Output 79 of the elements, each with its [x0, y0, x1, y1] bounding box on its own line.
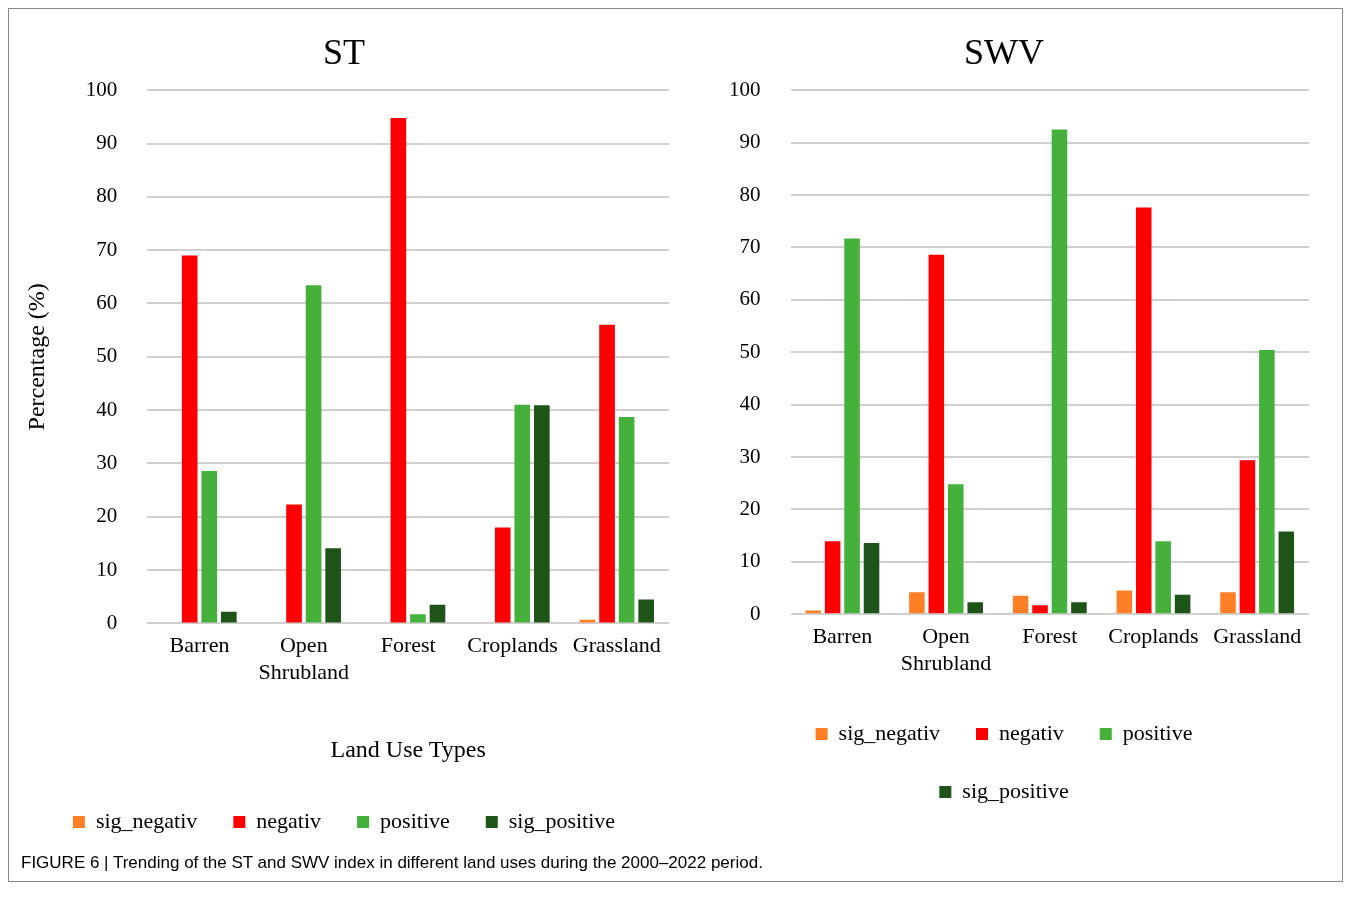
y-tick-label: 90 — [96, 130, 118, 155]
x-tick-label: Croplands — [1108, 623, 1199, 649]
bar — [1051, 129, 1068, 614]
bar — [1071, 602, 1087, 614]
y-tick-label: 70 — [739, 233, 761, 258]
bar — [967, 602, 983, 614]
y-tick-label: 20 — [739, 495, 761, 520]
y-tick-label: 30 — [739, 443, 761, 468]
bar — [1259, 350, 1275, 614]
x-tick-label: Open Shrubland — [258, 632, 350, 684]
bar — [909, 592, 925, 614]
y-tick-label: 10 — [96, 556, 118, 581]
bar — [1174, 594, 1191, 614]
bar — [181, 255, 198, 623]
bar — [1032, 605, 1048, 614]
bar — [201, 470, 218, 623]
bar — [286, 504, 302, 623]
bar — [1239, 460, 1256, 614]
bar — [429, 604, 446, 623]
x-tick-label: Open Shrubland — [900, 623, 992, 675]
bar — [325, 548, 341, 623]
bar — [1012, 595, 1029, 614]
x-tick-label: Barren — [169, 632, 230, 658]
y-tick-label: 80 — [739, 181, 761, 206]
y-tick-label: 40 — [739, 391, 761, 416]
y-tick-label: 40 — [96, 396, 118, 421]
bar — [863, 542, 880, 614]
bar — [534, 405, 550, 623]
legend-label: negativ — [256, 807, 322, 833]
x-tick-label: Croplands — [467, 632, 558, 658]
y-tick-label: 50 — [739, 338, 761, 363]
caption: FIGURE 6 | Trending of the ST and SWV index in different land uses during the 2000–2022 period. — [20, 853, 764, 874]
y-tick-label: 30 — [96, 449, 118, 474]
x-tick-label: Grassland — [1213, 623, 1302, 649]
bar — [618, 417, 635, 623]
bar — [824, 541, 841, 614]
x-tick-label: Forest — [380, 632, 436, 658]
chart-title: SWV — [964, 32, 1044, 73]
bar — [514, 404, 531, 623]
bar — [947, 484, 964, 614]
y-axis-title: Percentage (%) — [22, 283, 49, 431]
y-tick-label: 10 — [739, 548, 761, 573]
y-tick-label: 100 — [85, 76, 118, 101]
bar — [1155, 541, 1171, 614]
bar — [1135, 207, 1152, 614]
chart-title: ST — [322, 32, 366, 73]
bar — [390, 117, 407, 623]
legend-label: sig_negativ — [838, 719, 941, 745]
x-axis-title: Land Use Types — [330, 735, 486, 762]
legend-label: sig_negativ — [95, 807, 198, 833]
bar — [1116, 590, 1133, 614]
y-tick-label: 20 — [96, 503, 118, 528]
bar — [494, 527, 511, 623]
bar — [638, 599, 654, 623]
x-tick-label: Forest — [1022, 623, 1078, 649]
y-tick-label: 0 — [750, 600, 761, 625]
x-tick-label: Grassland — [572, 632, 661, 658]
legend-label: sig_positive — [962, 777, 1069, 803]
y-tick-label: 70 — [96, 236, 118, 261]
legend-label: positive — [1122, 719, 1193, 745]
bar — [1220, 592, 1236, 614]
y-tick-label: 90 — [739, 129, 761, 154]
y-tick-label: 0 — [106, 609, 118, 634]
legend-label: positive — [380, 807, 450, 833]
y-tick-label: 50 — [96, 343, 118, 368]
y-tick-label: 60 — [96, 290, 118, 314]
bar — [1278, 531, 1295, 614]
bar — [844, 238, 860, 614]
bar — [410, 614, 426, 623]
legend-label: negativ — [999, 719, 1064, 745]
y-tick-label: 60 — [739, 286, 761, 311]
bar — [220, 611, 237, 623]
y-tick-label: 100 — [729, 76, 761, 101]
x-tick-label: Barren — [812, 623, 873, 649]
bar — [305, 285, 322, 623]
y-tick-label: 80 — [96, 183, 118, 208]
legend-label: sig_positive — [508, 807, 616, 833]
bar — [599, 324, 615, 623]
bar — [928, 254, 945, 614]
